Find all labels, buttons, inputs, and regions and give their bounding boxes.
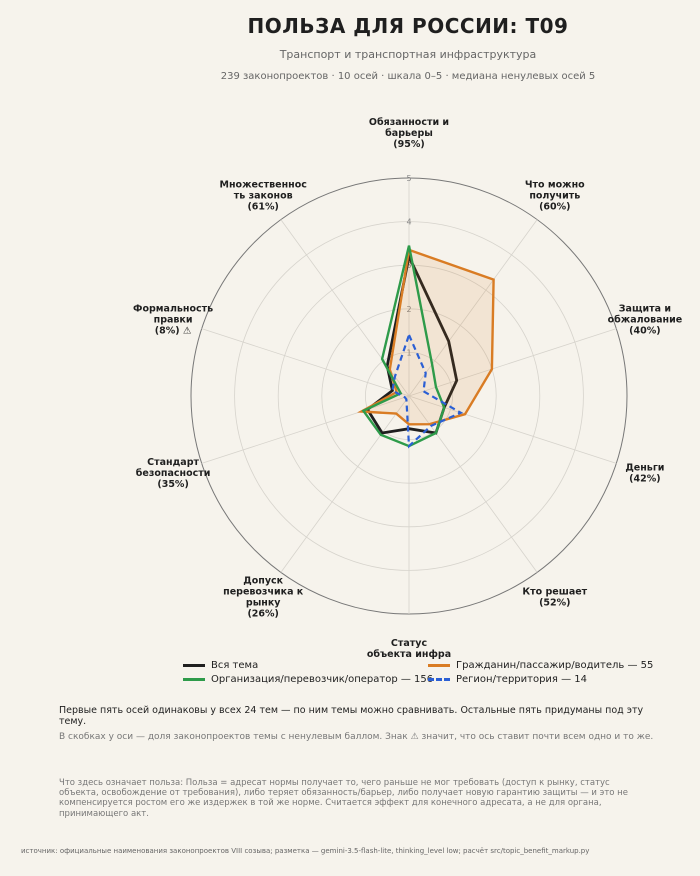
legend-item-region: Регион/территория — 14 xyxy=(428,674,587,685)
tick-label-3: 3 xyxy=(406,261,411,270)
legend-label-whole-topic: Вся тема xyxy=(211,660,259,671)
page-title: ПОЛЬЗА ДЛЯ РОССИИ: Т09 xyxy=(247,14,569,38)
axis-label-9: Множественнос ть законов (61%) xyxy=(220,180,307,213)
chart-meta: 239 законопроектов · 10 осей · шкала 0–5… xyxy=(220,71,596,82)
radar-chart: 1 2 3 4 5 Обязанности и барьеры (95%) Что можно п… xyxy=(133,117,683,660)
page-subtitle: Транспорт и транспортная инфраструктура xyxy=(279,48,537,61)
axis-label-7: Стандарт безопасности (35%) xyxy=(136,457,211,490)
axis-label-2: Защита и обжалование (40%) xyxy=(608,304,683,337)
legend-swatch-whole-topic xyxy=(183,664,205,667)
tick-label-2: 2 xyxy=(406,305,411,314)
series-line-3 xyxy=(391,331,464,449)
tick-label-1: 1 xyxy=(406,348,411,357)
axis-spoke-6 xyxy=(280,395,410,573)
legend-label-region: Регион/территория — 14 xyxy=(456,674,588,685)
axis-label-1: Что можно получить (60%) xyxy=(525,180,585,213)
legend-swatch-region xyxy=(428,678,450,681)
legend-item-organization: Организация/перевозчик/оператор — 156 xyxy=(183,674,433,685)
legend-swatch-citizen xyxy=(428,664,450,667)
source-line: источник: официальные наименования закон… xyxy=(21,847,590,855)
legend-item-citizen: Гражданин/пассажир/водитель — 55 xyxy=(428,660,653,671)
tick-label-4: 4 xyxy=(406,218,411,227)
legend-label-citizen: Гражданин/пассажир/водитель — 55 xyxy=(456,660,654,671)
axis-label-8: Формальность правки (8%) ⚠ xyxy=(133,304,213,337)
note-benefit-definition: Что здесь означает польза: Польза = адре… xyxy=(59,778,628,819)
axis-label-3: Деньги (42%) xyxy=(625,462,664,484)
axis-label-6: Допуск перевозчика к рынку (26%) xyxy=(223,575,304,619)
legend-item-whole-topic: Вся тема xyxy=(183,660,258,671)
note-brackets-explained: В скобках у оси — доля законопроектов те… xyxy=(59,732,654,742)
legend-label-organization: Организация/перевозчик/оператор — 156 xyxy=(211,674,434,685)
axis-spoke-7 xyxy=(201,395,410,464)
legend-swatch-organization xyxy=(183,678,205,681)
note-comparable-axes: Первые пять осей одинаковы у всех 24 тем… xyxy=(59,705,644,727)
tick-label-5: 5 xyxy=(406,174,411,183)
axis-spoke-1 xyxy=(408,219,538,397)
axis-spoke-8 xyxy=(201,328,410,397)
axis-spoke-2 xyxy=(408,328,617,397)
axis-label-4: Кто решает (52%) xyxy=(522,586,587,608)
axis-label-0: Обязанности и барьеры (95%) xyxy=(369,117,449,150)
